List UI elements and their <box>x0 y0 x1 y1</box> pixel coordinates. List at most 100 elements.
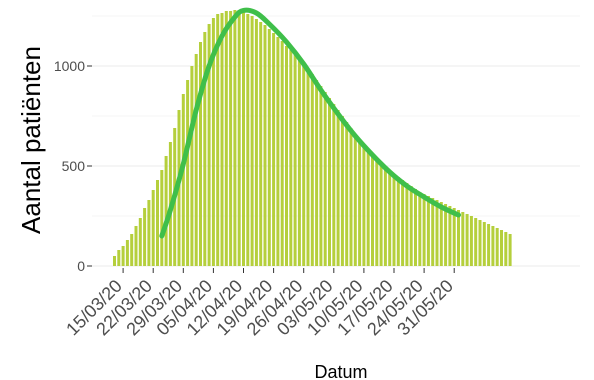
bar <box>323 92 327 266</box>
bar <box>113 256 116 266</box>
bar <box>164 156 168 266</box>
bar <box>285 46 288 266</box>
bar <box>160 170 164 266</box>
bar <box>426 196 430 266</box>
bar <box>125 240 129 266</box>
bar <box>207 24 211 266</box>
bar <box>319 86 323 266</box>
y-axis-title: Aantal patiënten <box>16 46 46 234</box>
bar <box>259 22 263 266</box>
bar <box>495 228 499 266</box>
bar <box>186 80 190 266</box>
bar <box>246 14 250 266</box>
bar <box>267 29 271 266</box>
bar <box>272 33 276 266</box>
bar <box>422 194 426 266</box>
bar <box>237 10 241 266</box>
bar <box>130 234 134 266</box>
bar <box>418 192 422 266</box>
bar <box>134 226 138 266</box>
bar <box>336 110 340 266</box>
bar <box>405 183 409 266</box>
bar <box>409 186 413 266</box>
bar <box>121 246 125 266</box>
bar <box>444 204 448 266</box>
bar <box>491 226 495 266</box>
y-tick-label: 1000 <box>54 58 85 74</box>
bar <box>461 212 465 266</box>
bar <box>500 230 503 266</box>
bar <box>383 168 387 266</box>
bar <box>504 232 508 266</box>
bar <box>465 214 469 266</box>
bar <box>362 146 366 266</box>
bar <box>439 202 443 266</box>
bar <box>233 10 237 266</box>
bar <box>306 70 310 266</box>
bar <box>229 11 233 266</box>
bar <box>482 222 486 266</box>
bar <box>474 218 478 266</box>
y-axis: 0 500 1000 <box>54 58 92 274</box>
bar <box>190 66 194 266</box>
bar <box>332 104 336 266</box>
bar <box>211 18 215 266</box>
bar <box>371 156 374 266</box>
bar <box>117 250 121 266</box>
bar <box>353 134 357 266</box>
bar <box>242 12 245 266</box>
bar <box>293 54 297 266</box>
bar <box>276 37 280 266</box>
bar <box>216 14 220 266</box>
trend-line <box>159 7 461 239</box>
bar <box>435 200 439 266</box>
bar <box>181 94 185 266</box>
bar <box>457 210 460 266</box>
bar <box>147 200 151 266</box>
bar <box>396 177 400 266</box>
bar <box>469 216 473 266</box>
bar <box>297 58 301 266</box>
bar <box>349 128 353 266</box>
y-tick-label: 0 <box>77 258 85 274</box>
bar <box>431 198 435 266</box>
bar <box>194 54 198 266</box>
x-axis: 15/03/2022/03/2029/03/2005/04/2012/04/20… <box>62 268 457 339</box>
bar <box>254 19 258 266</box>
bar <box>199 42 202 266</box>
bar <box>452 208 456 266</box>
bar <box>478 220 482 266</box>
bar <box>289 50 293 266</box>
bar <box>401 180 405 266</box>
bar <box>414 189 417 266</box>
bar <box>487 224 491 266</box>
bar <box>448 206 452 266</box>
bar <box>328 98 331 266</box>
y-tick-label: 500 <box>62 158 86 174</box>
bar <box>302 64 306 266</box>
bar <box>310 74 314 266</box>
bar <box>151 190 155 266</box>
bar <box>250 16 254 266</box>
bar <box>379 164 383 266</box>
bar-series <box>113 10 512 266</box>
bar <box>220 13 224 266</box>
bar <box>138 218 142 266</box>
bar <box>366 152 370 266</box>
bar <box>280 41 284 266</box>
bar <box>375 160 379 266</box>
bar <box>224 11 228 266</box>
bar <box>358 140 362 266</box>
bar <box>143 208 147 266</box>
x-axis-title: Datum <box>314 362 367 380</box>
bar <box>263 25 267 266</box>
bar <box>388 171 392 266</box>
bar <box>340 116 344 266</box>
trend-line-series <box>159 7 461 239</box>
bar <box>392 174 396 266</box>
bar <box>203 32 207 266</box>
bar <box>315 80 319 266</box>
bar <box>508 234 512 266</box>
